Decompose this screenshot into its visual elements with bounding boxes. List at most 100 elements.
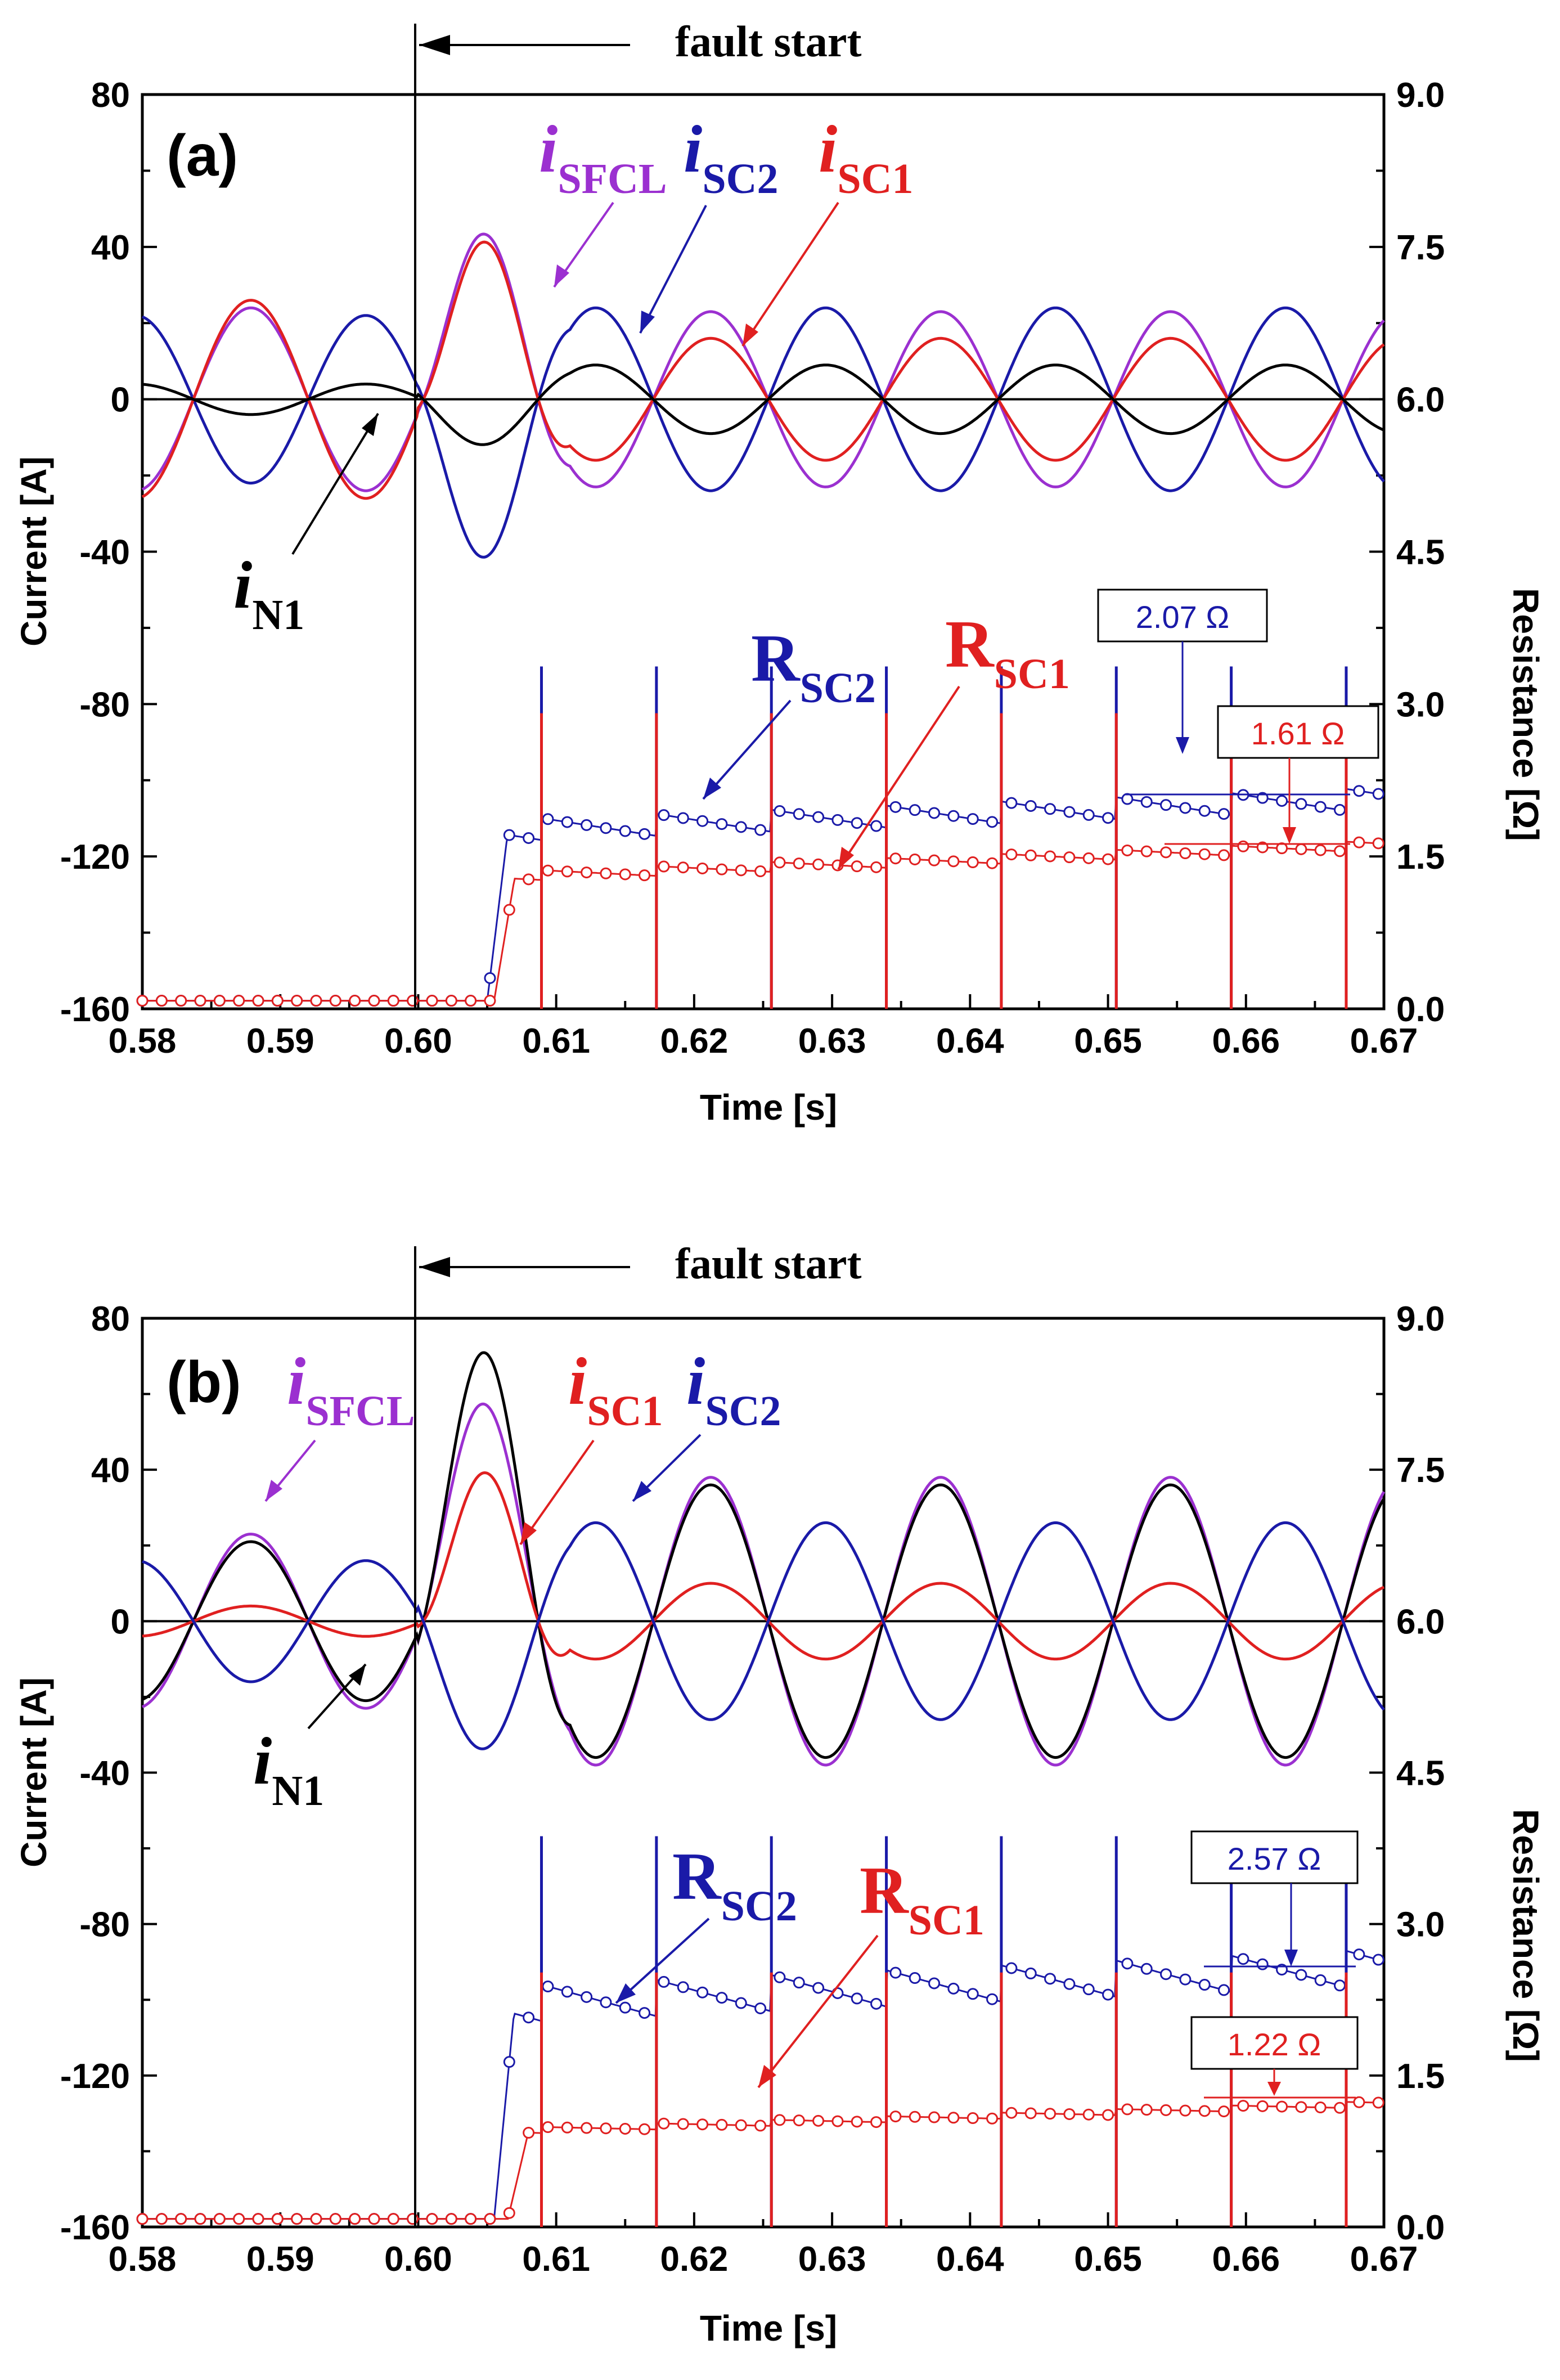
arrow-r-sc2 <box>615 1918 710 2004</box>
current-line-i-sc1 <box>142 1471 1385 1661</box>
resistance-marker-r-sc2 <box>851 1992 863 2005</box>
resistance-marker-r-sc1 <box>928 854 941 866</box>
resistance-marker-r-sc1 <box>1179 847 1192 860</box>
resistance-marker-r-sc1 <box>213 995 226 1007</box>
y-tick-label-left: 40 <box>91 228 130 267</box>
resistance-marker-r-sc1 <box>966 2112 979 2125</box>
resistance-marker-r-sc1 <box>523 873 535 886</box>
y-tick-label-left: -120 <box>60 2057 130 2096</box>
fault-start-label: fault start <box>675 17 861 66</box>
resistance-marker-r-sc2 <box>1314 801 1327 813</box>
y-tick-label-right: 7.5 <box>1396 1451 1445 1490</box>
resistance-marker-r-sc2 <box>619 2001 631 2014</box>
x-axis-title: Time [s] <box>700 1087 837 1128</box>
resistance-marker-r-sc2 <box>1024 800 1037 812</box>
resistance-marker-r-sc1 <box>1063 2108 1076 2120</box>
resistance-marker-r-sc1 <box>716 2118 728 2131</box>
current-line-i-sfcl <box>141 232 1385 492</box>
resistance-marker-r-sc2 <box>1044 803 1057 815</box>
resistance-marker-r-sc1 <box>1334 2101 1346 2114</box>
resistance-marker-r-sc1 <box>1082 852 1095 864</box>
resistance-marker-r-sc2 <box>1237 1953 1249 1965</box>
label-i-sc2: iSC2 <box>684 111 779 203</box>
arrow-r-sc2 <box>702 699 792 800</box>
annotation-box-r-sc1 <box>1217 705 1379 759</box>
resistance-marker-r-sc2 <box>1276 794 1288 807</box>
resistance-marker-r-sc1 <box>1121 844 1134 856</box>
arrow-i-sc1 <box>741 201 839 347</box>
y-tick-label-right: 4.5 <box>1396 533 1445 572</box>
resistance-marker-r-sc1 <box>677 2118 689 2130</box>
x-tick-label: 0.60 <box>384 2240 452 2279</box>
resistance-marker-r-sc1 <box>735 2119 747 2131</box>
resistance-marker-r-sc2 <box>986 816 999 828</box>
resistance-marker-r-sc2 <box>1063 806 1076 818</box>
resistance-marker-r-sc2 <box>1140 1963 1153 1975</box>
resistance-marker-r-sc1 <box>1102 2109 1114 2121</box>
resistance-marker-r-sc1 <box>329 995 341 1007</box>
x-tick-label: 0.59 <box>246 2240 314 2279</box>
resistance-marker-r-sc1 <box>966 856 979 869</box>
resistance-marker-r-sc1 <box>1295 843 1307 855</box>
resistance-marker-r-sc2 <box>889 801 902 813</box>
arrow-i-sc2 <box>639 205 707 334</box>
resistance-marker-r-sc1 <box>252 2213 264 2225</box>
resistance-marker-r-sc1 <box>349 995 361 1007</box>
panel-tag: (a) <box>167 123 238 188</box>
annotation-r-sc2: 2.57 Ω <box>1228 1841 1321 1876</box>
resistance-marker-r-sc1 <box>194 2213 206 2225</box>
label-i-sc1: iSC1 <box>819 111 914 203</box>
resistance-marker-r-sc1 <box>213 2213 226 2225</box>
resistance-marker-r-sc1 <box>368 995 380 1007</box>
label-i-n1: iN1 <box>233 547 304 639</box>
resistance-marker-r-sc2 <box>754 824 767 836</box>
current-line-i-n1 <box>142 363 1385 446</box>
arrowhead-i-sc1 <box>743 324 758 346</box>
label-i-sfcl: iSFCL <box>287 1344 415 1435</box>
resistance-marker-r-sc1 <box>696 862 709 874</box>
resistance-marker-r-sc2 <box>639 2007 651 2019</box>
arrowhead-r-sc2 <box>703 778 721 799</box>
y-axis-title-right: Resistance [Ω] <box>1505 1809 1546 2062</box>
resistance-marker-r-sc1 <box>426 2213 438 2225</box>
resistance-marker-r-sc1 <box>1160 2104 1172 2116</box>
resistance-marker-r-sc2 <box>503 2056 515 2068</box>
x-tick-label: 0.61 <box>522 1022 590 1061</box>
resistance-marker-r-sc1 <box>1237 840 1249 852</box>
resistance-marker-r-sc2 <box>1218 1984 1230 1996</box>
y-ticks-left: 80 40 0 -40 -80 -120 -160 <box>60 76 157 1029</box>
arrowhead-r-sc1 <box>838 847 854 869</box>
y-tick-label-right: 7.5 <box>1396 228 1445 267</box>
y-tick-label-left: -160 <box>60 990 130 1029</box>
resistance-marker-r-sc1 <box>1082 2108 1095 2121</box>
resistance-marker-r-sc2 <box>909 1972 921 1984</box>
resistance-marker-r-sc2 <box>696 1986 709 1999</box>
resistance-marker-r-sc2 <box>1063 1978 1076 1990</box>
arrow-r-sc1 <box>837 685 960 870</box>
resistance-marker-r-sc1 <box>1044 2108 1057 2120</box>
resistance-marker-r-sc2 <box>735 1997 747 2009</box>
arrowhead-r-sc2 <box>616 1983 636 2003</box>
resistance-marker-r-sc2 <box>812 1982 825 1994</box>
resistance-marker-r-sc2 <box>754 2002 767 2014</box>
resistance-marker-r-sc2 <box>1334 803 1346 816</box>
label-i-sc2: iSC2 <box>686 1344 781 1435</box>
resistance-marker-r-sc2 <box>986 1993 999 2005</box>
y-axis-title-left: Current [A] <box>14 1677 54 1867</box>
y-axis-title-right: Resistance [Ω] <box>1505 588 1546 841</box>
resistance-marker-r-sc2 <box>774 1971 786 1983</box>
x-tick-label: 0.64 <box>936 2240 1004 2279</box>
arrowhead-i-sc1 <box>520 1522 537 1544</box>
resistance-marker-r-sc2 <box>503 829 515 841</box>
resistance-marker-r-sc1 <box>233 995 245 1007</box>
annotation-box-r-sc2 <box>1097 589 1268 643</box>
resistance-marker-r-sc2 <box>909 804 921 816</box>
resistance-marker-r-sc1 <box>387 2213 399 2225</box>
annotation-arrowhead-r-sc2 <box>1284 1950 1298 1966</box>
resistance-marker-r-sc1 <box>986 2112 999 2125</box>
resistance-marker-r-sc1 <box>194 995 206 1007</box>
resistance-marker-r-sc2 <box>1082 1983 1095 1996</box>
fault-start-label: fault start <box>675 1239 861 1288</box>
resistance-marker-r-sc2 <box>1314 1974 1327 1986</box>
resistance-marker-r-sc1 <box>561 2121 573 2134</box>
